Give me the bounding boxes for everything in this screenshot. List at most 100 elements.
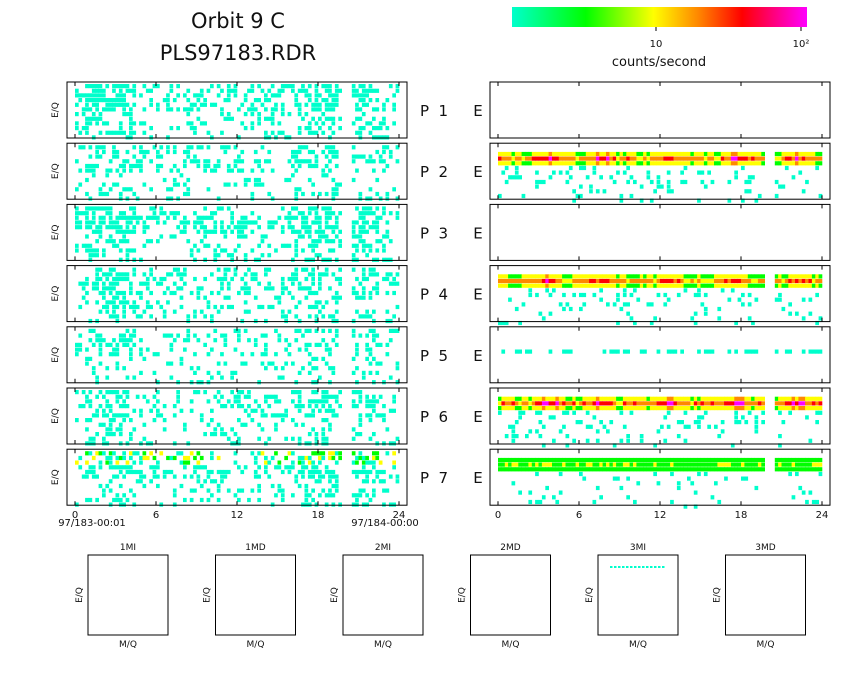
right-cell: [795, 462, 799, 467]
left-cell: [233, 93, 238, 98]
right-cell: [683, 438, 688, 443]
right-cell: [734, 161, 738, 166]
right-cell: [741, 198, 745, 203]
right-cell: [660, 161, 664, 166]
right-cell: [737, 156, 742, 161]
left-cell: [115, 342, 120, 347]
right-cell: [525, 462, 529, 467]
right-cell: [535, 410, 539, 415]
right-cell: [795, 457, 799, 463]
left-cell: [95, 102, 99, 107]
left-cell: [267, 286, 272, 291]
right-cell: [558, 170, 563, 175]
left-cell: [318, 455, 322, 461]
right-cell: [599, 288, 603, 293]
right-cell: [805, 396, 809, 401]
left-cell: [314, 211, 319, 216]
left-cell: [368, 225, 373, 230]
right-cell: [555, 401, 560, 406]
right-cell: [727, 297, 732, 302]
right-cell: [703, 396, 708, 401]
left-cell: [210, 432, 214, 437]
left-cell: [88, 356, 93, 361]
left-cell: [91, 328, 96, 333]
right-cell: [734, 410, 738, 415]
left-cell: [284, 338, 288, 343]
left-cell: [216, 455, 221, 461]
left-cell: [358, 239, 363, 244]
left-cell: [132, 267, 137, 272]
right-cell: [552, 274, 556, 279]
right-cell: [703, 292, 708, 298]
left-cell: [301, 469, 305, 475]
right-cell: [525, 151, 529, 157]
right-cell: [568, 406, 573, 411]
right-cell: [575, 283, 580, 288]
right-cell: [666, 184, 671, 189]
left-cell: [314, 342, 319, 347]
left-cell: [75, 390, 79, 395]
left-cell: [358, 455, 363, 461]
left-cell: [291, 154, 295, 159]
right-cell: [724, 462, 728, 467]
left-cell: [78, 333, 83, 338]
left-cell: [388, 211, 393, 216]
right-cell: [646, 406, 651, 411]
left-cell: [284, 413, 288, 418]
right-cell: [619, 406, 624, 411]
left-cell: [287, 352, 292, 357]
left-cell: [95, 98, 99, 103]
left-cell: [294, 272, 299, 277]
left-cell: [351, 88, 356, 93]
left-cell: [203, 206, 207, 211]
right-cell: [572, 401, 576, 406]
left-cell: [230, 404, 234, 409]
left-cell: [75, 112, 79, 117]
left-cell: [314, 98, 319, 103]
left-cell: [129, 465, 133, 470]
left-cell: [102, 253, 106, 258]
left-cell: [105, 84, 110, 89]
right-cell: [633, 283, 637, 288]
left-cell: [125, 225, 130, 230]
left-cell: [142, 229, 147, 234]
right-cell: [795, 471, 799, 477]
right-cell: [670, 401, 674, 406]
mass-cell: [610, 566, 613, 568]
right-cell: [575, 161, 580, 166]
right-cell: [717, 457, 722, 463]
left-cell: [122, 276, 126, 282]
left-x-tick-label: 0: [72, 510, 78, 521]
right-cell: [724, 457, 728, 463]
right-cell: [690, 406, 695, 411]
left-cell: [139, 168, 143, 173]
left-cell: [267, 98, 272, 103]
left-cell: [85, 300, 89, 305]
left-cell: [294, 159, 299, 164]
right-cell: [629, 401, 634, 406]
right-cell: [737, 151, 742, 157]
right-cell: [582, 396, 587, 401]
left-cell: [115, 295, 120, 300]
left-cell: [372, 135, 376, 140]
left-cell: [176, 211, 180, 216]
right-cell: [741, 467, 745, 472]
right-cell: [818, 278, 823, 284]
left-cell: [95, 497, 99, 503]
mass-panel-frame: [725, 554, 806, 636]
left-cell: [243, 182, 248, 187]
left-cell: [85, 177, 89, 183]
left-cell: [311, 149, 315, 155]
left-cell: [358, 314, 363, 319]
left-cell: [334, 488, 339, 493]
left-cell: [156, 149, 160, 155]
left-cell: [125, 441, 130, 446]
right-cell: [528, 283, 533, 288]
left-cell: [98, 347, 103, 352]
right-cell: [558, 401, 563, 406]
right-cell: [788, 349, 792, 354]
right-cell: [592, 415, 597, 420]
left-cell: [223, 361, 228, 366]
left-cell: [156, 408, 160, 413]
right-cell: [784, 283, 789, 288]
